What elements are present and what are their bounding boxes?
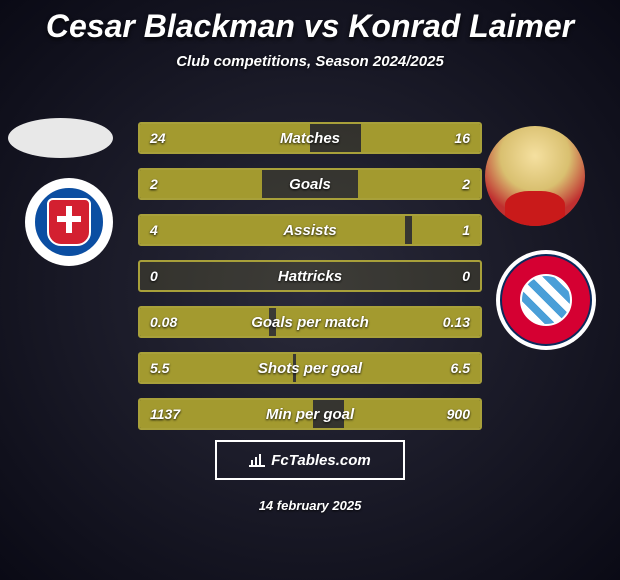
stat-label: Goals	[140, 170, 480, 198]
player-right-avatar	[485, 126, 585, 226]
subtitle: Club competitions, Season 2024/2025	[0, 53, 620, 70]
stat-row: 4Assists1	[138, 214, 482, 246]
stat-right-value: 0	[462, 262, 470, 290]
stat-right-value: 1	[462, 216, 470, 244]
footer-branding: FcTables.com	[215, 440, 405, 480]
stat-row: 1137Min per goal900	[138, 398, 482, 430]
stat-right-value: 6.5	[451, 354, 470, 382]
club-right-logo	[496, 250, 596, 350]
stat-row: 24Matches16	[138, 122, 482, 154]
stat-label: Hattricks	[140, 262, 480, 290]
stat-right-value: 900	[447, 400, 470, 428]
stats-bars: 24Matches16 2Goals2 4Assists1 0Hattricks0 0.…	[138, 122, 482, 444]
stat-row: 0Hattricks0	[138, 260, 482, 292]
stat-right-value: 0.13	[443, 308, 470, 336]
stat-label: Shots per goal	[140, 354, 480, 382]
stat-right-value: 16	[454, 124, 470, 152]
stat-label: Min per goal	[140, 400, 480, 428]
date-label: 14 february 2025	[0, 498, 620, 513]
player-left-avatar	[8, 118, 113, 158]
stat-label: Matches	[140, 124, 480, 152]
chart-icon	[249, 453, 265, 467]
stat-label: Assists	[140, 216, 480, 244]
stat-right-value: 2	[462, 170, 470, 198]
club-left-logo	[25, 178, 113, 266]
stat-row: 5.5Shots per goal6.5	[138, 352, 482, 384]
stat-row: 2Goals2	[138, 168, 482, 200]
footer-label: FcTables.com	[271, 452, 370, 469]
stat-label: Goals per match	[140, 308, 480, 336]
page-title: Cesar Blackman vs Konrad Laimer	[0, 0, 620, 45]
stat-row: 0.08Goals per match0.13	[138, 306, 482, 338]
